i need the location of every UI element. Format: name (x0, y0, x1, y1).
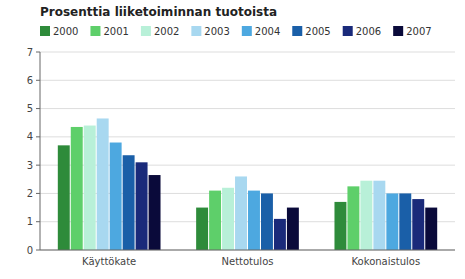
bar (149, 175, 161, 250)
bar (209, 191, 221, 250)
category-label: Nettotulos (222, 256, 274, 267)
legend-label: 2002 (154, 26, 179, 37)
grid-line (40, 250, 455, 251)
bar (97, 118, 109, 250)
tick-mark (36, 108, 40, 109)
category-label: Käyttökate (82, 256, 136, 267)
legend-swatch (242, 26, 252, 36)
legend-label: 2004 (255, 26, 280, 37)
bar (235, 176, 247, 250)
y-axis: 0 1 2 3 4 5 6 7 (27, 47, 455, 256)
category-label: Kokonaistulos (352, 256, 421, 267)
bar (58, 145, 70, 250)
bar (334, 202, 346, 250)
tick-label: 5 (27, 103, 33, 114)
legend-swatch (343, 26, 353, 36)
x-axis: Käyttökate Nettotulos Kokonaistulos (82, 256, 420, 267)
bar (71, 127, 83, 250)
legend-label: 2003 (204, 26, 229, 37)
tick-label: 6 (27, 75, 33, 86)
bar (274, 219, 286, 250)
tick-label: 2 (27, 188, 33, 199)
tick-mark (36, 136, 40, 137)
bar (110, 143, 122, 250)
legend-swatch (40, 26, 50, 36)
legend-swatch (393, 26, 403, 36)
legend-label: 2001 (103, 26, 128, 37)
bar (261, 193, 273, 250)
title: Prosenttia liiketoiminnan tuotoista (40, 5, 277, 19)
x-axis-line (40, 250, 455, 251)
bar (425, 208, 437, 250)
bar (84, 126, 96, 250)
bar (360, 181, 372, 250)
grid-line (40, 52, 455, 53)
bar (248, 191, 260, 250)
tick-mark (36, 52, 40, 53)
legend-swatch (292, 26, 302, 36)
legend-label: 2007 (406, 26, 431, 37)
bar (373, 181, 385, 250)
grid-line (40, 80, 455, 81)
tick-label: 0 (27, 245, 33, 256)
tick-mark (36, 250, 40, 251)
legend-label: 2000 (53, 26, 78, 37)
tick-mark (36, 221, 40, 222)
tick-mark (36, 80, 40, 81)
tick-label: 4 (27, 131, 33, 142)
tick-mark (36, 193, 40, 194)
legend: 2000 2001 2002 2003 2004 2005 2006 2007 (40, 26, 432, 37)
bar (123, 155, 135, 250)
tick-label: 1 (27, 216, 33, 227)
tick-mark (36, 165, 40, 166)
legend-swatch (141, 26, 151, 36)
tick-label: 3 (27, 160, 33, 171)
bar (412, 199, 424, 250)
legend-swatch (90, 26, 100, 36)
bar (287, 208, 299, 250)
grid-line (40, 108, 455, 109)
bar (399, 193, 411, 250)
tick-label: 7 (27, 47, 33, 58)
legend-label: 2005 (305, 26, 330, 37)
bar (196, 208, 208, 250)
bars (58, 118, 437, 250)
bar (136, 162, 148, 250)
y-axis-line (40, 52, 41, 250)
bar (386, 193, 398, 250)
legend-swatch (191, 26, 201, 36)
bar (347, 186, 359, 250)
bar (222, 188, 234, 250)
chart: Prosenttia liiketoiminnan tuotoista20002… (0, 0, 465, 279)
legend-label: 2006 (356, 26, 381, 37)
